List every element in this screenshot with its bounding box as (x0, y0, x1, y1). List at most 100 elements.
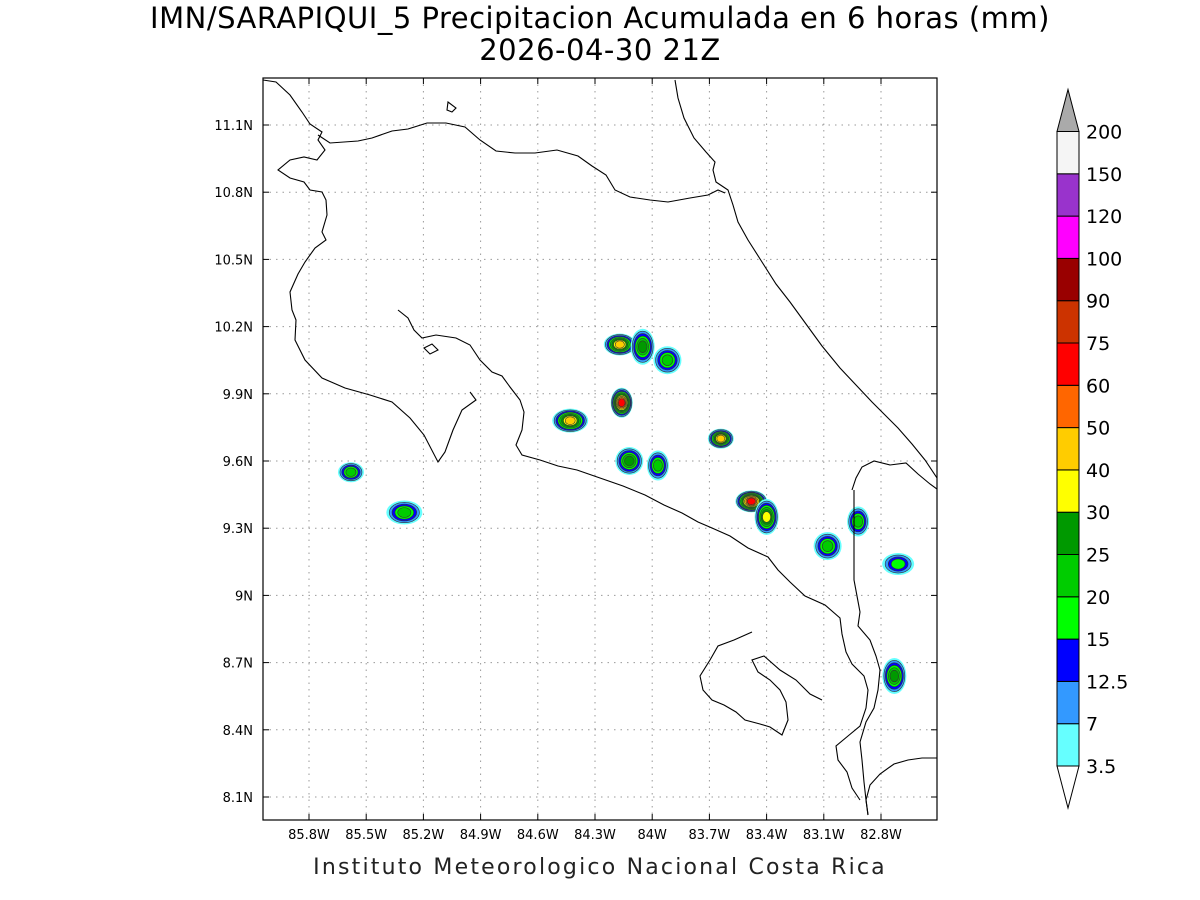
colorbar-segment (1056, 638, 1080, 682)
precipitation-field (337, 328, 915, 695)
colorbar-segment (1056, 554, 1080, 598)
colorbar-label: 25 (1086, 545, 1110, 567)
lon-tick-label: 82.8W (860, 828, 902, 843)
chart-title: IMN/SARAPIQUI_5 Precipitacion Acumulada … (150, 1, 1050, 35)
precip-cell (707, 428, 734, 449)
colorbar-segment (1056, 173, 1080, 217)
lon-tick-label: 84.9W (460, 828, 502, 843)
lat-tick-label: 8.7N (223, 657, 253, 672)
precip-cell (610, 387, 633, 418)
pacific-coast-north (263, 79, 477, 464)
panama-pacific-coast (865, 757, 937, 816)
precip-contour (564, 416, 576, 425)
colorbar-segment (1056, 469, 1080, 513)
colorbar-segment (1056, 596, 1080, 640)
precip-cell (735, 490, 768, 513)
lat-tick-label: 8.4N (223, 724, 253, 739)
lat-tick-label: 9.6N (223, 455, 253, 470)
lat-tick-label: 11.1N (214, 119, 253, 134)
precip-cell (653, 346, 682, 375)
lat-tick-label: 9.3N (223, 522, 253, 537)
precip-contour (397, 507, 412, 518)
precip-contour (637, 340, 648, 353)
lat-tick-label: 9.9N (223, 388, 253, 403)
lon-tick-label: 85.5W (345, 828, 387, 843)
nicoya-gulf-coast (397, 309, 869, 801)
precip-cell (630, 328, 655, 365)
precip-contour (345, 467, 357, 477)
colorbar-label: 3.5 (1086, 756, 1116, 778)
colorbar-label: 60 (1086, 375, 1110, 397)
lon-tick-label: 84.6W (517, 828, 559, 843)
islands (423, 100, 457, 355)
colorbar-label: 20 (1086, 587, 1110, 609)
colorbar: 3.5 7 12.5 15 20 25 30 40 50 60 75 90 100 120 150 200 (1056, 87, 1128, 810)
precip-contour (853, 515, 864, 528)
colorbar-label: 120 (1086, 206, 1122, 228)
colorbar-segment (1056, 384, 1080, 429)
colorbar-segment (1056, 680, 1080, 725)
colorbar-over-arrow (1056, 87, 1080, 132)
colorbar-label: 12.5 (1086, 671, 1128, 693)
colorbar-label: 40 (1086, 460, 1110, 482)
precip-cell (646, 450, 669, 481)
colorbar-segment (1056, 723, 1080, 767)
lon-tick-label: 83.7W (688, 828, 730, 843)
colorbar-label: 75 (1086, 333, 1110, 355)
lat-tick-label: 9N (235, 589, 253, 604)
colorbar-label: 100 (1086, 248, 1122, 270)
lon-tick-label: 84W (637, 828, 667, 843)
precip-cell (882, 553, 915, 576)
precip-contour (890, 558, 906, 570)
colorbar-label: 15 (1086, 629, 1110, 651)
precip-contour (617, 398, 626, 408)
lon-tick-label: 83.1W (803, 828, 845, 843)
precip-cell (615, 447, 644, 475)
lon-tick-label: 85.8W (288, 828, 330, 843)
lat-tick-label: 10.2N (214, 321, 253, 336)
colorbar-label: 90 (1086, 291, 1110, 313)
map-frame (262, 77, 938, 821)
precip-cell (754, 499, 779, 535)
colorbar-label: 30 (1086, 502, 1110, 524)
osa-peninsula (699, 631, 823, 736)
footer-credit: Instituto Meteorologico Nacional Costa R… (313, 855, 887, 880)
precip-contour (661, 354, 674, 366)
colorbar-segment (1056, 215, 1080, 259)
precip-cell (337, 462, 364, 483)
precip-contour (624, 455, 635, 467)
lat-tick-label: 8.1N (223, 791, 253, 806)
precip-contour (746, 497, 756, 506)
colorbar-segment (1056, 300, 1080, 344)
colorbar-label: 150 (1086, 164, 1122, 186)
panama-border (851, 460, 937, 816)
lon-tick-label: 85.2W (402, 828, 444, 843)
colorbar-label: 7 (1086, 714, 1098, 736)
lon-tick-label: 84.3W (574, 828, 616, 843)
chart-subtitle-datetime: 2026-04-30 21Z (479, 33, 721, 67)
graticule (263, 78, 937, 820)
precip-cell (603, 333, 636, 356)
precip-cell (386, 500, 423, 525)
precip-contour (821, 540, 834, 552)
precip-contour (614, 340, 625, 349)
latitude-tick-labels: 11.1N 10.8N 10.5N 10.2N 9.9N 9.6N 9.3N 9N 8.7N 8.… (214, 119, 253, 806)
precip-cell (882, 658, 907, 695)
precip-cell (813, 532, 842, 561)
longitude-tick-labels: 85.8W 85.5W 85.2W 84.9W 84.6W 84.3W 84W 83.7W 83… (288, 828, 902, 843)
precip-contour (653, 459, 663, 472)
colorbar-segment (1056, 427, 1080, 471)
caribbean-coast (674, 79, 937, 479)
map-panel (263, 78, 937, 820)
precip-contour (889, 669, 900, 683)
lat-tick-label: 10.8N (214, 186, 253, 201)
nicaragua-costa-rica-border (317, 122, 726, 203)
colorbar-label: 200 (1086, 122, 1122, 144)
coastlines-borders (263, 79, 937, 816)
colorbar-segment (1056, 511, 1080, 556)
lat-tick-label: 10.5N (214, 253, 253, 268)
colorbar-segment (1056, 342, 1080, 386)
colorbar-under-arrow (1056, 765, 1080, 810)
precip-cell (552, 408, 589, 433)
